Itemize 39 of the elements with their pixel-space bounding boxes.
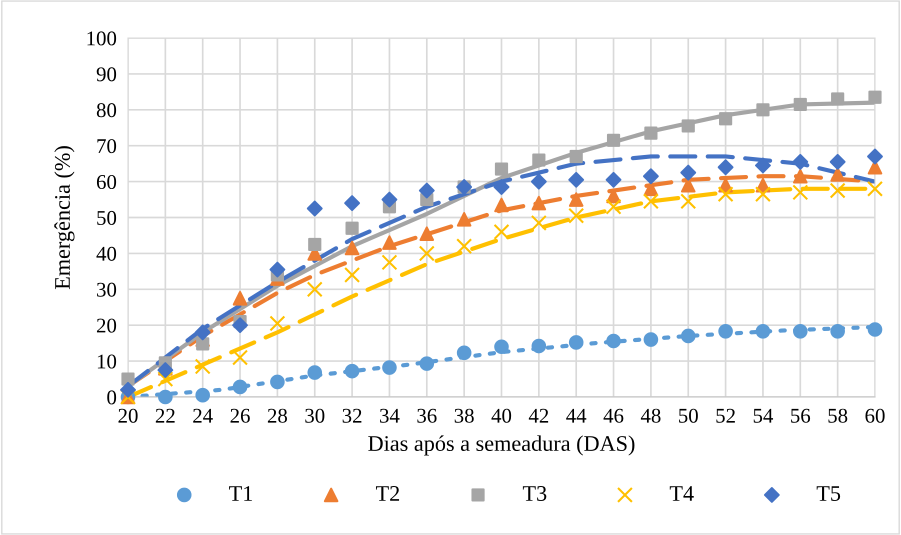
y-tick-label: 20 xyxy=(96,318,116,333)
x-tick-label: 30 xyxy=(305,408,324,423)
y-tick-label: 60 xyxy=(96,174,116,190)
x-tick-label: 26 xyxy=(230,408,250,423)
y-tick-label: 90 xyxy=(96,67,116,82)
x-tick-label: 20 xyxy=(118,408,138,423)
legend-label: T2 xyxy=(376,486,400,501)
x-tick-label: 24 xyxy=(193,408,213,423)
x-tick-label: 40 xyxy=(491,408,512,423)
legend-label: T4 xyxy=(670,486,694,501)
legend-label: T1 xyxy=(229,486,252,501)
x-tick-label: 36 xyxy=(417,408,437,423)
x-tick-label: 56 xyxy=(791,408,810,423)
x-tick-label: 60 xyxy=(865,408,885,423)
y-tick-label: 40 xyxy=(96,246,116,261)
x-tick-label: 42 xyxy=(528,408,548,423)
y-tick-label: 30 xyxy=(97,282,116,297)
x-tick-label: 34 xyxy=(380,408,400,423)
x-tick-label: 48 xyxy=(640,408,661,423)
y-tick-label: 80 xyxy=(96,103,116,118)
y-tick-label: 50 xyxy=(97,210,116,225)
x-tick-label: 58 xyxy=(828,408,848,423)
x-tick-label: 28 xyxy=(268,408,288,423)
y-tick-label: 70 xyxy=(97,139,116,154)
x-axis-title: Dias após a semeadura (DAS) xyxy=(368,435,634,456)
x-tick-label: 52 xyxy=(716,408,735,423)
x-tick-label: 22 xyxy=(156,408,175,423)
x-tick-label: 44 xyxy=(566,408,586,423)
y-tick-label: 100 xyxy=(87,31,116,46)
x-tick-label: 50 xyxy=(679,408,698,423)
x-tick-label: 38 xyxy=(454,408,474,423)
legend-label: T5 xyxy=(816,486,840,501)
legend-label: T3 xyxy=(522,486,546,501)
y-tick-label: 0 xyxy=(107,390,116,404)
x-tick-label: 54 xyxy=(754,408,774,423)
y-tick-label: 10 xyxy=(98,354,116,369)
x-tick-label: 32 xyxy=(342,408,362,423)
y-axis-title: Emergência (%) xyxy=(54,146,75,290)
x-tick-label: 46 xyxy=(604,408,624,423)
